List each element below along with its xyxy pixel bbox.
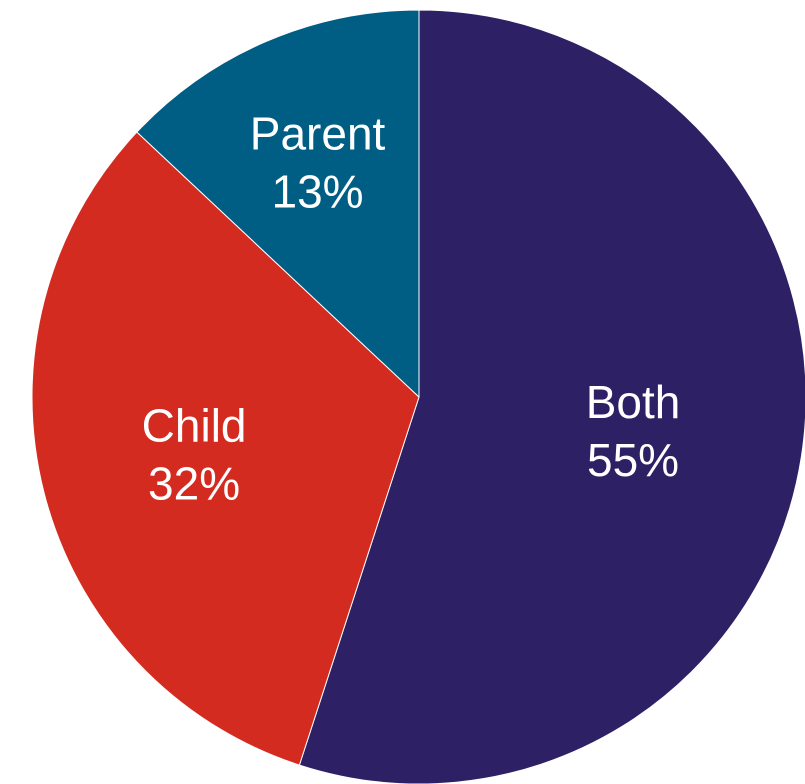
pie-slices <box>31 9 805 784</box>
slice-label-both: Both <box>586 376 681 428</box>
pie-labels: Both 55% Child 32% Parent 13% <box>142 108 681 510</box>
pie-slice-parent <box>136 9 420 399</box>
slice-value-both: 55% <box>587 434 679 486</box>
slice-value-parent: 13% <box>272 166 364 218</box>
pie-slice-both <box>298 9 805 784</box>
slice-label-child: Child <box>142 400 247 452</box>
slice-label-parent: Parent <box>250 108 386 160</box>
pie-slice-child <box>31 131 420 766</box>
slice-value-child: 32% <box>148 458 240 510</box>
